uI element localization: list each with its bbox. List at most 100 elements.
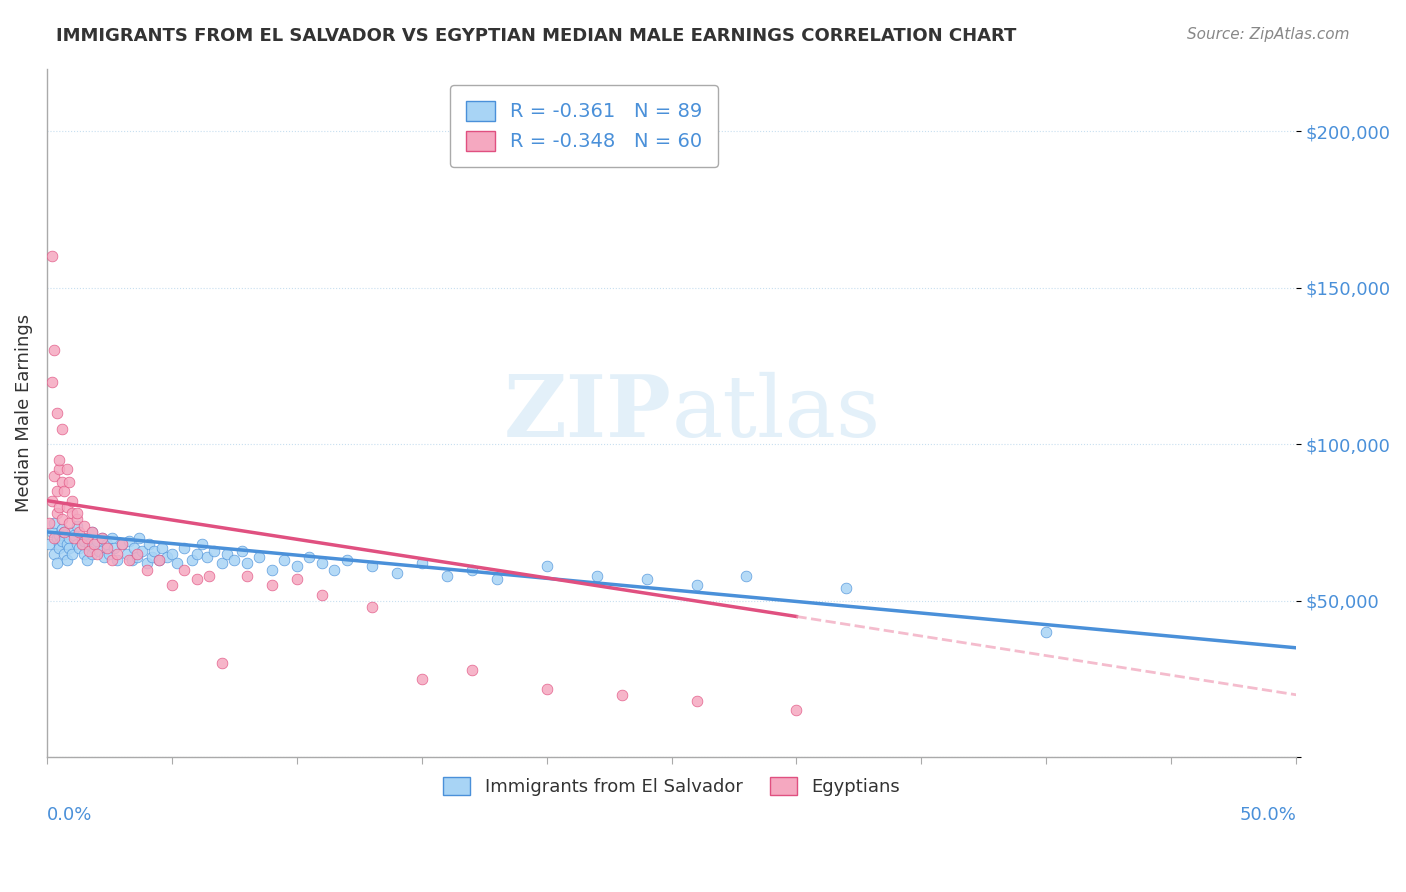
Point: [636, 572, 658, 586]
Point: [536, 681, 558, 696]
Point: [191, 537, 214, 551]
Point: [63, 531, 86, 545]
Point: [66, 518, 89, 533]
Point: [211, 657, 233, 671]
Point: [45, 556, 67, 570]
Point: [51, 522, 73, 536]
Point: [60, 506, 83, 520]
Point: [44, 547, 66, 561]
Point: [79, 543, 101, 558]
Point: [610, 688, 633, 702]
Point: [141, 549, 163, 564]
Point: [186, 547, 208, 561]
Point: [138, 537, 160, 551]
Point: [236, 569, 259, 583]
Point: [86, 547, 108, 561]
Point: [44, 516, 66, 530]
Point: [685, 694, 707, 708]
Point: [53, 524, 76, 539]
Point: [90, 531, 112, 545]
Point: [44, 343, 66, 358]
Point: [101, 553, 124, 567]
Point: [111, 537, 134, 551]
Point: [48, 462, 70, 476]
Point: [56, 462, 79, 476]
Point: [118, 534, 141, 549]
Text: IMMIGRANTS FROM EL SALVADOR VS EGYPTIAN MEDIAN MALE EARNINGS CORRELATION CHART: IMMIGRANTS FROM EL SALVADOR VS EGYPTIAN …: [56, 27, 1017, 45]
Point: [835, 582, 858, 596]
Point: [685, 578, 707, 592]
Point: [58, 516, 80, 530]
Point: [89, 543, 111, 558]
Point: [135, 556, 157, 570]
Point: [56, 500, 79, 514]
Point: [298, 549, 321, 564]
Point: [585, 569, 607, 583]
Point: [101, 531, 124, 545]
Point: [58, 531, 80, 545]
Point: [70, 531, 93, 545]
Point: [73, 547, 96, 561]
Point: [105, 553, 128, 567]
Point: [45, 484, 67, 499]
Point: [180, 553, 202, 567]
Point: [44, 531, 66, 545]
Point: [143, 543, 166, 558]
Point: [60, 524, 83, 539]
Point: [41, 493, 63, 508]
Point: [160, 547, 183, 561]
Point: [105, 547, 128, 561]
Point: [336, 553, 359, 567]
Point: [285, 559, 308, 574]
Point: [735, 569, 758, 583]
Point: [247, 549, 270, 564]
Point: [124, 541, 146, 555]
Point: [48, 500, 70, 514]
Point: [360, 600, 382, 615]
Point: [51, 422, 73, 436]
Point: [125, 549, 148, 564]
Point: [45, 406, 67, 420]
Point: [67, 541, 90, 555]
Point: [83, 541, 105, 555]
Point: [260, 578, 283, 592]
Point: [41, 375, 63, 389]
Point: [148, 553, 170, 567]
Point: [93, 549, 115, 564]
Point: [51, 534, 73, 549]
Point: [48, 541, 70, 555]
Point: [98, 547, 121, 561]
Point: [56, 553, 79, 567]
Point: [131, 543, 153, 558]
Point: [156, 549, 179, 564]
Point: [460, 663, 482, 677]
Point: [76, 531, 98, 545]
Point: [360, 559, 382, 574]
Point: [41, 249, 63, 263]
Point: [103, 541, 125, 555]
Point: [460, 562, 482, 576]
Point: [121, 553, 143, 567]
Point: [63, 528, 86, 542]
Text: atlas: atlas: [672, 371, 880, 455]
Point: [86, 534, 108, 549]
Point: [411, 556, 433, 570]
Point: [118, 553, 141, 567]
Point: [128, 531, 150, 545]
Point: [66, 537, 89, 551]
Point: [173, 562, 195, 576]
Point: [195, 549, 218, 564]
Point: [135, 562, 157, 576]
Text: ZIP: ZIP: [503, 371, 672, 455]
Point: [90, 531, 112, 545]
Point: [536, 559, 558, 574]
Point: [41, 524, 63, 539]
Point: [53, 547, 76, 561]
Point: [58, 475, 80, 489]
Y-axis label: Median Male Earnings: Median Male Earnings: [15, 314, 32, 512]
Point: [38, 537, 60, 551]
Legend: Immigrants from El Salvador, Egyptians: Immigrants from El Salvador, Egyptians: [436, 770, 907, 804]
Point: [56, 537, 79, 551]
Point: [148, 553, 170, 567]
Point: [166, 556, 188, 570]
